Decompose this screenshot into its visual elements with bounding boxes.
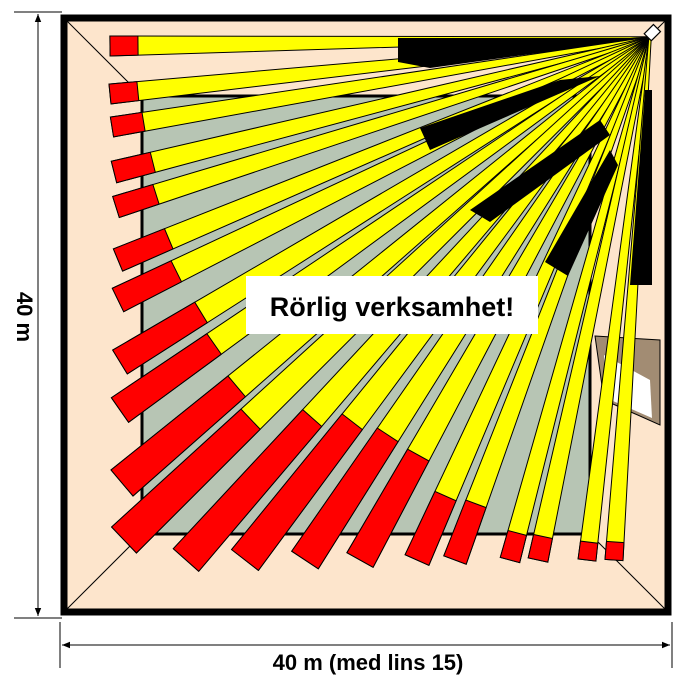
callout-box: Rörlig verksamhet! [246,276,538,334]
room-wall [60,14,672,616]
beam-red-4 [110,151,156,184]
beam-red-3 [109,111,146,138]
beam-red-10 [110,375,247,497]
beam-red-12 [172,408,323,573]
beam-red-16 [404,490,457,566]
beam-red-5 [112,183,160,219]
shadow-wedge-4 [545,150,618,276]
beam-red-1 [109,35,139,57]
beam-red-6 [112,228,174,272]
beam-red-8 [112,301,208,375]
shadow-wedge-2 [420,76,600,150]
callout-text: Rörlig verksamhet! [270,292,515,322]
height-label: 40 m [12,292,37,342]
beam-red-15 [346,448,430,568]
shadow-wedge-3 [470,120,610,222]
beam-red-18 [499,529,528,564]
beam-red-11 [110,408,261,554]
beam-red-20 [577,540,599,562]
height-dimension [14,11,62,619]
beam-red-2 [108,81,140,105]
beam-red-21 [604,540,625,562]
beam-red-9 [110,333,222,424]
width-dimension [59,622,673,668]
shadow-wedge-5 [630,90,652,285]
shadow-wedge-1 [398,38,645,68]
beam-red-17 [443,499,487,565]
beam-red-13 [230,413,364,572]
beam-red-7 [111,260,183,313]
beam-red-14 [290,427,399,570]
width-label: 40 m (med lins 15) [273,650,464,675]
beam-red-19 [527,533,553,563]
pir-detector [643,23,662,42]
